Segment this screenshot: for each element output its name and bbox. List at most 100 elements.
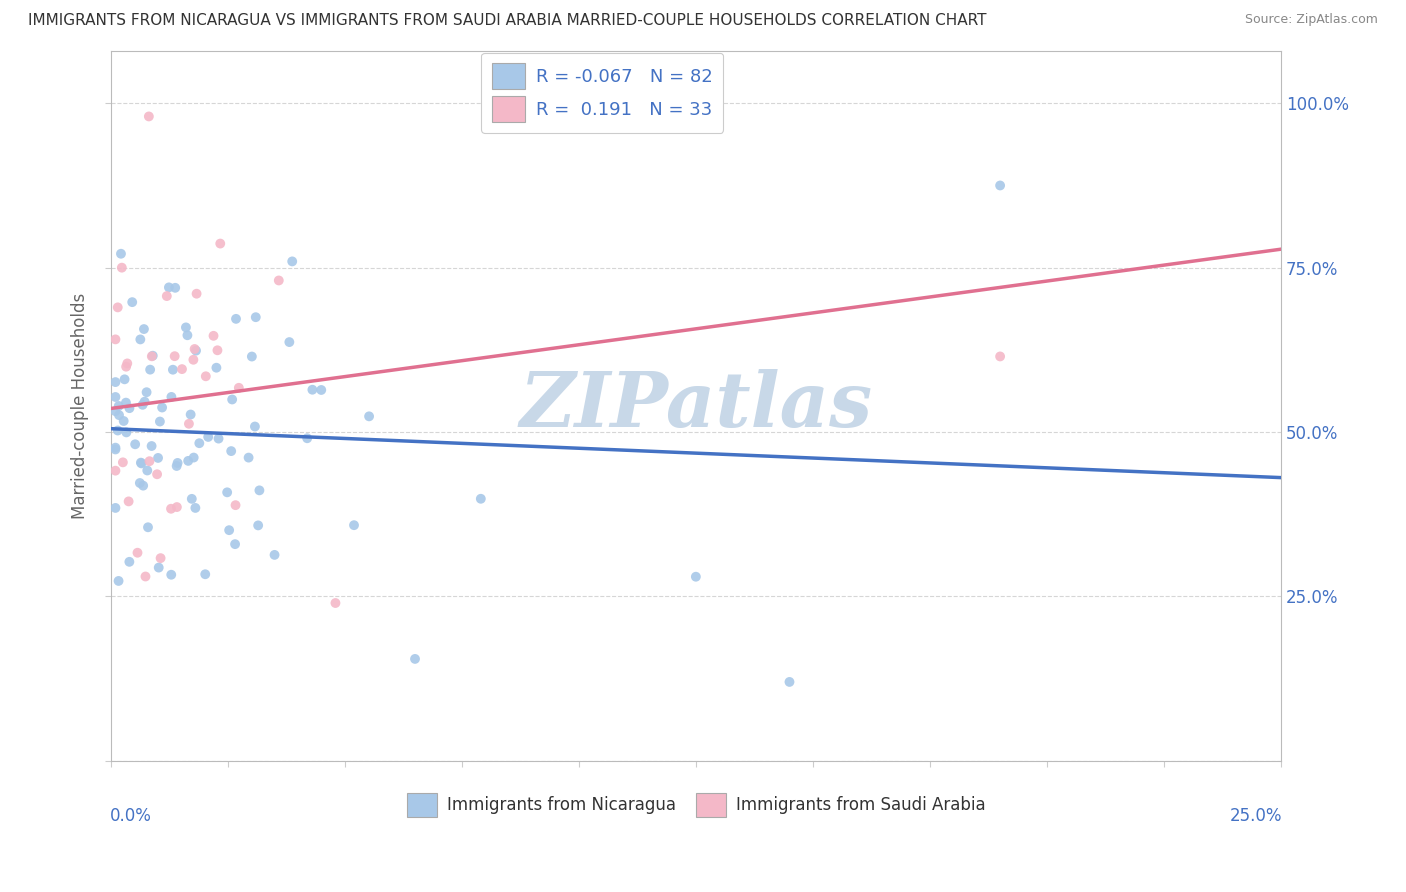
Point bbox=[112, 414, 135, 428]
Point bbox=[228, 381, 250, 395]
Point bbox=[160, 501, 183, 516]
Point bbox=[194, 567, 217, 582]
Point bbox=[247, 518, 270, 533]
Point bbox=[166, 456, 188, 470]
Point bbox=[218, 523, 240, 537]
Point bbox=[278, 335, 301, 350]
Point bbox=[142, 349, 165, 363]
Point bbox=[104, 442, 127, 457]
Point bbox=[184, 500, 207, 515]
Point bbox=[141, 349, 163, 363]
Point bbox=[108, 408, 131, 422]
Point bbox=[131, 457, 153, 471]
Point bbox=[104, 500, 127, 515]
Point bbox=[240, 350, 263, 364]
Point bbox=[138, 454, 160, 468]
Point bbox=[209, 236, 232, 251]
Point bbox=[309, 383, 332, 397]
Point bbox=[148, 560, 170, 574]
Point bbox=[146, 450, 169, 465]
Point bbox=[107, 574, 129, 588]
Text: Source: ZipAtlas.com: Source: ZipAtlas.com bbox=[1244, 13, 1378, 27]
Point bbox=[165, 281, 187, 295]
Point bbox=[107, 424, 129, 438]
Text: IMMIGRANTS FROM NICARAGUA VS IMMIGRANTS FROM SAUDI ARABIA MARRIED-COUPLE HOUSEHO: IMMIGRANTS FROM NICARAGUA VS IMMIGRANTS … bbox=[28, 13, 987, 29]
Point bbox=[176, 328, 198, 343]
Point bbox=[183, 352, 205, 367]
Point bbox=[135, 385, 157, 400]
Point bbox=[139, 362, 162, 376]
Point bbox=[104, 404, 127, 418]
Point bbox=[243, 419, 266, 434]
Point bbox=[104, 332, 127, 346]
Point bbox=[107, 301, 129, 315]
Point bbox=[115, 395, 138, 409]
Point bbox=[131, 398, 153, 412]
Point bbox=[111, 260, 134, 275]
Point bbox=[134, 569, 156, 583]
Point bbox=[160, 390, 183, 404]
Point bbox=[134, 394, 156, 409]
Point bbox=[104, 375, 127, 389]
Point bbox=[115, 359, 138, 374]
Point bbox=[281, 254, 304, 268]
Point bbox=[249, 483, 271, 498]
Point bbox=[188, 436, 211, 450]
Point bbox=[149, 551, 172, 566]
Point bbox=[988, 178, 1011, 193]
Point bbox=[174, 320, 197, 334]
Point bbox=[177, 417, 200, 431]
Point bbox=[217, 485, 239, 500]
Point bbox=[136, 520, 159, 534]
Legend: Immigrants from Nicaragua, Immigrants from Saudi Arabia: Immigrants from Nicaragua, Immigrants fr… bbox=[399, 787, 991, 823]
Point bbox=[194, 369, 217, 384]
Point bbox=[224, 537, 246, 551]
Point bbox=[138, 110, 160, 124]
Point bbox=[104, 390, 127, 404]
Point bbox=[157, 280, 180, 294]
Point bbox=[186, 286, 208, 301]
Point bbox=[132, 478, 155, 492]
Point bbox=[117, 356, 139, 370]
Point bbox=[117, 494, 139, 508]
Point bbox=[170, 362, 193, 376]
Point bbox=[219, 444, 242, 458]
Point bbox=[111, 455, 134, 469]
Point bbox=[121, 295, 143, 310]
Point bbox=[184, 343, 207, 358]
Point bbox=[146, 467, 169, 482]
Text: ZIPatlas: ZIPatlas bbox=[519, 368, 873, 442]
Point bbox=[141, 439, 163, 453]
Point bbox=[124, 437, 146, 451]
Point bbox=[160, 567, 183, 582]
Point bbox=[180, 491, 202, 506]
Point bbox=[129, 456, 152, 470]
Point bbox=[263, 548, 285, 562]
Point bbox=[301, 383, 323, 397]
Point bbox=[114, 372, 136, 386]
Point bbox=[245, 310, 267, 325]
Point bbox=[118, 555, 141, 569]
Text: 25.0%: 25.0% bbox=[1230, 807, 1282, 825]
Point bbox=[267, 273, 290, 287]
Point bbox=[685, 570, 707, 584]
Point bbox=[359, 409, 381, 424]
Point bbox=[115, 425, 138, 440]
Point bbox=[202, 328, 225, 343]
Point bbox=[225, 498, 247, 512]
Point bbox=[128, 475, 150, 490]
Point bbox=[325, 596, 347, 610]
Point bbox=[118, 401, 141, 416]
Point bbox=[136, 463, 159, 477]
Point bbox=[343, 518, 366, 533]
Point bbox=[207, 432, 229, 446]
Point bbox=[163, 349, 186, 363]
Point bbox=[183, 450, 205, 465]
Point bbox=[197, 430, 219, 444]
Point bbox=[404, 652, 426, 666]
Text: 0.0%: 0.0% bbox=[110, 807, 152, 825]
Point bbox=[149, 415, 172, 429]
Point bbox=[221, 392, 243, 407]
Point bbox=[180, 408, 202, 422]
Point bbox=[177, 454, 200, 468]
